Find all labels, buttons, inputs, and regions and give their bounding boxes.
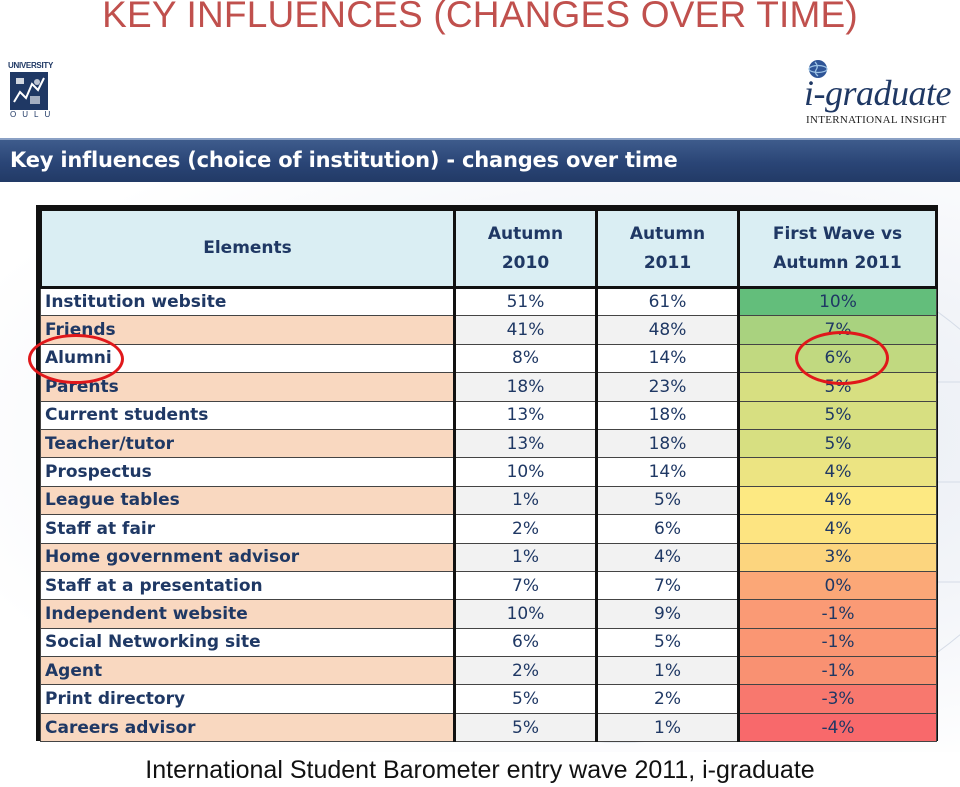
change-cell: -1% <box>738 599 937 629</box>
autumn-2011-cell: 14% <box>596 343 740 374</box>
autumn-2010-cell: 1% <box>454 542 598 572</box>
table-row: Home government advisor 1% 4% 3% <box>40 542 937 572</box>
autumn-2010-cell: 5% <box>454 684 598 714</box>
autumn-2011-cell: 7% <box>596 570 740 601</box>
autumn-2011-cell: 23% <box>596 372 740 402</box>
igraduate-wordmark: i-graduate <box>804 73 951 113</box>
autumn-2010-cell: 1% <box>454 485 598 516</box>
table-row: Friends 41% 48% 7% <box>40 315 937 345</box>
change-cell: 4% <box>738 485 937 516</box>
table-row: Agent 2% 1% -1% <box>40 656 937 686</box>
autumn-2010-cell: 8% <box>454 343 598 374</box>
autumn-2011-cell: 61% <box>596 286 740 317</box>
influences-table: Elements Autumn 2010 Autumn 2011 First W… <box>39 208 938 743</box>
table-row: Independent website 10% 9% -1% <box>40 599 937 629</box>
autumn-2011-cell: 4% <box>596 542 740 572</box>
section-banner: Key influences (choice of institution) -… <box>0 138 960 182</box>
table-row: League tables 1% 5% 4% <box>40 485 937 516</box>
change-cell: 5% <box>738 428 937 459</box>
autumn-2011-cell: 18% <box>596 400 740 430</box>
table-row: Staff at a presentation 7% 7% 0% <box>40 570 937 601</box>
element-cell: Prospectus <box>40 457 456 487</box>
table-row: Staff at fair 2% 6% 4% <box>40 514 937 544</box>
autumn-2011-cell: 18% <box>596 428 740 459</box>
change-cell: -1% <box>738 627 937 658</box>
autumn-2010-cell: 41% <box>454 315 598 345</box>
table-row: Careers advisor 5% 1% -4% <box>40 712 937 743</box>
autumn-2011-cell: 5% <box>596 485 740 516</box>
column-header-change: First Wave vs Autumn 2011 <box>737 208 938 289</box>
element-cell: Staff at a presentation <box>40 570 456 601</box>
element-cell: Staff at fair <box>40 514 456 544</box>
autumn-2010-cell: 5% <box>454 712 598 743</box>
table-row: Social Networking site 6% 5% -1% <box>40 627 937 658</box>
column-header-autumn-2010: Autumn 2010 <box>453 208 598 289</box>
university-logo-subtext: OULU <box>10 110 57 119</box>
autumn-2011-cell: 6% <box>596 514 740 544</box>
source-caption: International Student Barometer entry wa… <box>145 756 815 784</box>
university-logo-text: UNIVERSITY <box>8 61 54 70</box>
autumn-2010-cell: 10% <box>454 599 598 629</box>
autumn-2010-cell: 2% <box>454 656 598 686</box>
highlight-circle-alumni-change <box>795 331 889 385</box>
university-of-oulu-logo: UNIVERSITY OULU <box>8 61 57 124</box>
element-cell: Home government advisor <box>40 542 456 572</box>
autumn-2010-cell: 51% <box>454 286 598 317</box>
table-header-row: Elements Autumn 2010 Autumn 2011 First W… <box>39 208 938 289</box>
change-cell: 4% <box>738 514 937 544</box>
globe-icon <box>808 60 828 78</box>
autumn-2011-cell: 1% <box>596 656 740 686</box>
element-cell: Independent website <box>40 599 456 629</box>
autumn-2010-cell: 7% <box>454 570 598 601</box>
element-cell: Social Networking site <box>40 627 456 658</box>
change-cell: -3% <box>738 684 937 714</box>
column-header-autumn-2011: Autumn 2011 <box>595 208 740 289</box>
element-cell: Careers advisor <box>40 712 456 743</box>
change-cell: 0% <box>738 570 937 601</box>
autumn-2011-cell: 5% <box>596 627 740 658</box>
element-cell: League tables <box>40 485 456 516</box>
table-row: Teacher/tutor 13% 18% 5% <box>40 428 937 459</box>
autumn-2010-cell: 13% <box>454 400 598 430</box>
table-row: Current students 13% 18% 5% <box>40 400 937 430</box>
change-cell: 5% <box>738 400 937 430</box>
autumn-2010-cell: 13% <box>454 428 598 459</box>
igraduate-logo: i-graduate INTERNATIONAL INSIGHT <box>800 58 960 130</box>
autumn-2011-cell: 14% <box>596 457 740 487</box>
change-cell: 3% <box>738 542 937 572</box>
igraduate-tagline: INTERNATIONAL INSIGHT <box>806 114 947 126</box>
element-cell: Friends <box>40 315 456 345</box>
slide-title: KEY INFLUENCES (CHANGES OVER TIME) <box>102 0 858 35</box>
autumn-2011-cell: 9% <box>596 599 740 629</box>
change-cell: -1% <box>738 656 937 686</box>
element-cell: Print directory <box>40 684 456 714</box>
element-cell: Teacher/tutor <box>40 428 456 459</box>
banner-title: Key influences (choice of institution) -… <box>10 148 678 172</box>
table-row: Institution website 51% 61% 10% <box>40 286 937 317</box>
university-crest-icon <box>10 72 48 110</box>
autumn-2010-cell: 6% <box>454 627 598 658</box>
influences-table-container: Elements Autumn 2010 Autumn 2011 First W… <box>36 205 938 743</box>
element-cell: Agent <box>40 656 456 686</box>
change-cell: -4% <box>738 712 937 743</box>
highlight-circle-alumni <box>28 334 124 384</box>
change-cell: 10% <box>738 286 937 317</box>
autumn-2010-cell: 2% <box>454 514 598 544</box>
autumn-2011-cell: 2% <box>596 684 740 714</box>
table-row: Print directory 5% 2% -3% <box>40 684 937 714</box>
column-header-elements: Elements <box>39 208 456 289</box>
autumn-2010-cell: 18% <box>454 372 598 402</box>
autumn-2010-cell: 10% <box>454 457 598 487</box>
element-cell: Current students <box>40 400 456 430</box>
autumn-2011-cell: 48% <box>596 315 740 345</box>
autumn-2011-cell: 1% <box>596 712 740 743</box>
element-cell: Institution website <box>40 286 456 317</box>
change-cell: 4% <box>738 457 937 487</box>
table-row: Parents 18% 23% 5% <box>40 372 937 402</box>
table-row: Prospectus 10% 14% 4% <box>40 457 937 487</box>
